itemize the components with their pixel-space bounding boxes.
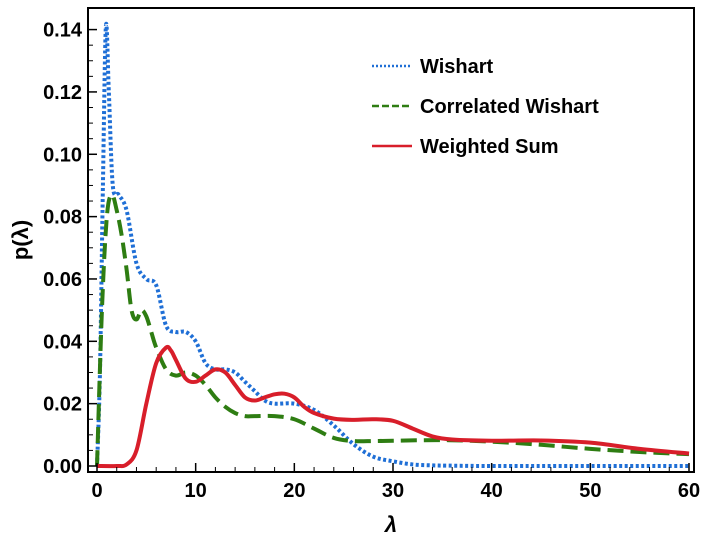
x-axis-title: λ: [384, 512, 397, 537]
y-tick-label: 0.06: [43, 269, 82, 291]
x-tick-label: 10: [185, 480, 207, 502]
legend-label-wishart: Wishart: [420, 56, 494, 78]
x-tick-label: 40: [481, 480, 503, 502]
x-tick-label: 20: [283, 480, 305, 502]
x-tick-label: 60: [678, 480, 700, 502]
x-tick-label: 50: [579, 480, 601, 502]
plot-frame: [87, 7, 695, 473]
y-tick-label: 0.00: [43, 456, 82, 478]
legend-label-correlated-wishart: Correlated Wishart: [420, 96, 599, 118]
x-tick-label: 0: [91, 480, 102, 502]
y-axis-title: p(λ): [8, 220, 33, 260]
x-tick-label: 30: [382, 480, 404, 502]
legend-label-weighted-sum: Weighted Sum: [420, 136, 559, 158]
y-tick-label: 0.10: [43, 144, 82, 166]
plot-lines: [95, 21, 690, 469]
x-axis-ticks: 0 10 20 30 40 50 60: [91, 463, 700, 502]
y-tick-label: 0.08: [43, 207, 82, 229]
series-line-wishart: [95, 21, 689, 469]
y-tick-label: 0.04: [43, 331, 83, 353]
y-tick-label: 0.02: [43, 394, 82, 416]
y-axis-ticks: 0.00 0.02 0.04 0.06 0.08 0.10 0.12 0.14: [43, 20, 97, 478]
legend: Wishart Correlated Wishart Weighted Sum: [372, 56, 599, 158]
series-line-correlated-wishart: [95, 192, 690, 467]
y-tick-label: 0.12: [43, 82, 82, 104]
y-tick-label: 0.14: [43, 20, 83, 42]
series-line-weighted-sum: [96, 344, 690, 469]
